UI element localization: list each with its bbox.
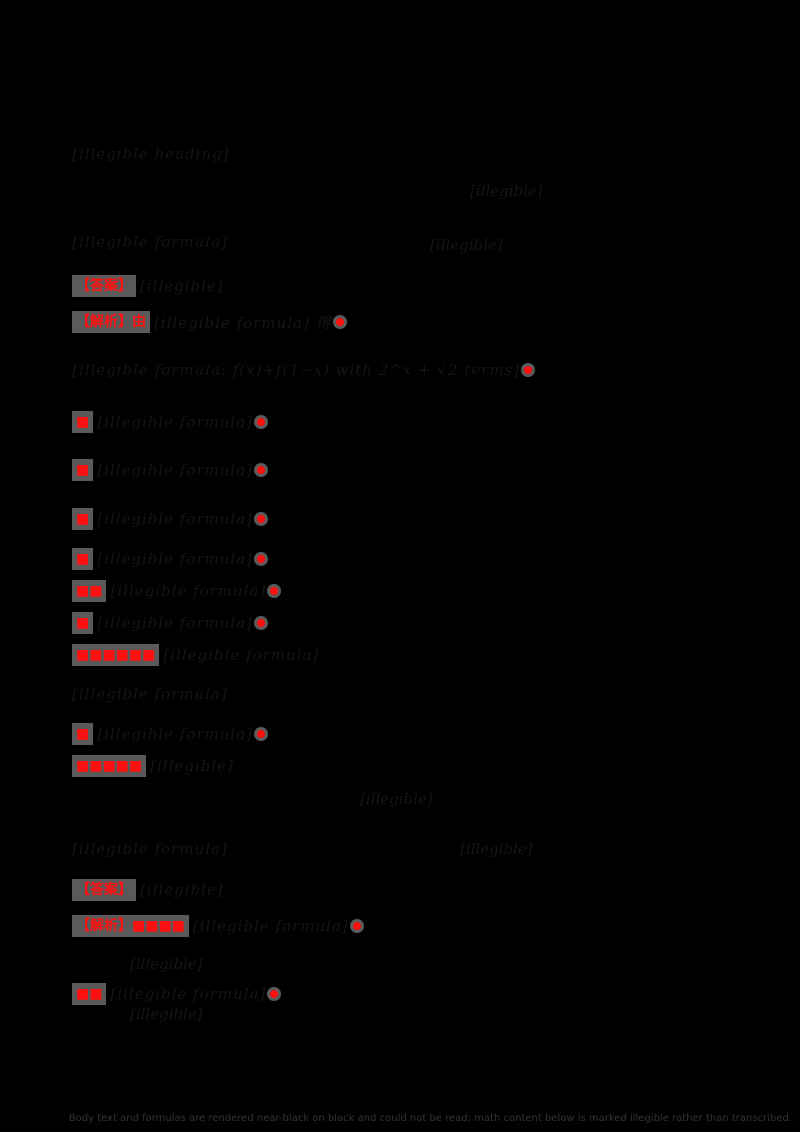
red-marker-icon: [524, 366, 533, 374]
math-expression: [illegible formula]: [72, 685, 228, 703]
math-expression: [illegible formula]: [110, 985, 267, 1003]
red-marker-icon: [257, 619, 266, 627]
document-line: [illegible heading]: [72, 140, 230, 168]
math-expression: [illegible formula]: [192, 917, 349, 935]
document-line: 【答案】 [illegible]: [72, 272, 224, 300]
math-expression: [illegible formula]: [163, 646, 320, 664]
math-expression: [illegible formula]: [97, 510, 254, 528]
document-line: ■■ [illegible formula]: [72, 980, 279, 1008]
document-line: ■ [illegible formula]: [72, 456, 266, 484]
section-label: ■■: [72, 983, 107, 1005]
math-expression: [illegible formula]: [97, 725, 254, 743]
section-label: ■■: [72, 580, 107, 602]
document-line: [illegible formula]: [72, 835, 228, 863]
section-label: ■: [72, 548, 94, 570]
document-line: ■■ [illegible formula]: [72, 577, 279, 605]
document-line: ■■■■■■ [illegible formula]: [72, 641, 319, 669]
red-marker-icon: [257, 515, 266, 523]
document-line: ■■■■■ [illegible]: [72, 752, 234, 780]
math-fragment: [illegible]: [130, 1005, 203, 1023]
section-label: ■■■■■: [72, 755, 147, 777]
red-marker-icon: [352, 922, 361, 930]
section-label: 【解析】■■■■: [72, 915, 189, 937]
math-fragment: [illegible]: [460, 840, 533, 858]
document-line: ■ [illegible formula]: [72, 408, 266, 436]
math-expression: [illegible formula]: [110, 582, 267, 600]
math-expression: [illegible]: [140, 881, 224, 899]
red-marker-icon: [335, 318, 344, 326]
section-label: ■: [72, 723, 94, 745]
document-line: ■ [illegible formula]: [72, 545, 266, 573]
section-label: 【答案】: [72, 275, 136, 297]
red-marker-icon: [257, 555, 266, 563]
math-expression: [illegible formula]: [97, 550, 254, 568]
document-line: [illegible formula]: [72, 228, 228, 256]
document-line: [illegible formula]: [72, 680, 228, 708]
section-label: ■: [72, 459, 94, 481]
math-fragment: [illegible]: [470, 182, 543, 200]
math-expression: [illegible formula] 得: [154, 313, 332, 332]
document-line: 【答案】 [illegible]: [72, 876, 224, 904]
red-marker-icon: [257, 466, 266, 474]
section-label: ■■■■■■: [72, 644, 160, 666]
red-marker-icon: [257, 730, 266, 738]
math-expression: [illegible formula]: [97, 614, 254, 632]
document-line: ■ [illegible formula]: [72, 609, 266, 637]
document-line: 【解析】■■■■ [illegible formula]: [72, 912, 361, 940]
red-marker-icon: [270, 990, 279, 998]
section-label: 【答案】: [72, 879, 136, 901]
math-expression: [illegible formula: f(x)+f(1−x) with 2^x…: [72, 361, 521, 379]
math-fragment: [illegible]: [430, 236, 503, 254]
section-label: 【解析】由: [72, 311, 150, 333]
math-expression: [illegible]: [140, 277, 224, 295]
section-label: ■: [72, 508, 94, 530]
document-line: ■ [illegible formula]: [72, 505, 266, 533]
document-line: 【解析】由 [illegible formula] 得: [72, 308, 344, 336]
math-expression: [illegible]: [150, 757, 234, 775]
legibility-note: Body text and formulas are rendered near…: [68, 1113, 792, 1124]
red-marker-icon: [270, 587, 279, 595]
document-line: [illegible formula: f(x)+f(1−x) with 2^x…: [72, 356, 533, 384]
math-fragment: [illegible]: [130, 955, 203, 973]
document-line: ■ [illegible formula]: [72, 720, 266, 748]
math-expression: [illegible heading]: [72, 145, 230, 163]
section-label: ■: [72, 411, 94, 433]
math-fragment: [illegible]: [360, 790, 433, 808]
red-marker-icon: [257, 418, 266, 426]
section-label: ■: [72, 612, 94, 634]
math-expression: [illegible formula]: [72, 840, 228, 858]
math-expression: [illegible formula]: [97, 461, 254, 479]
math-expression: [illegible formula]: [72, 233, 228, 251]
math-expression: [illegible formula]: [97, 413, 254, 431]
